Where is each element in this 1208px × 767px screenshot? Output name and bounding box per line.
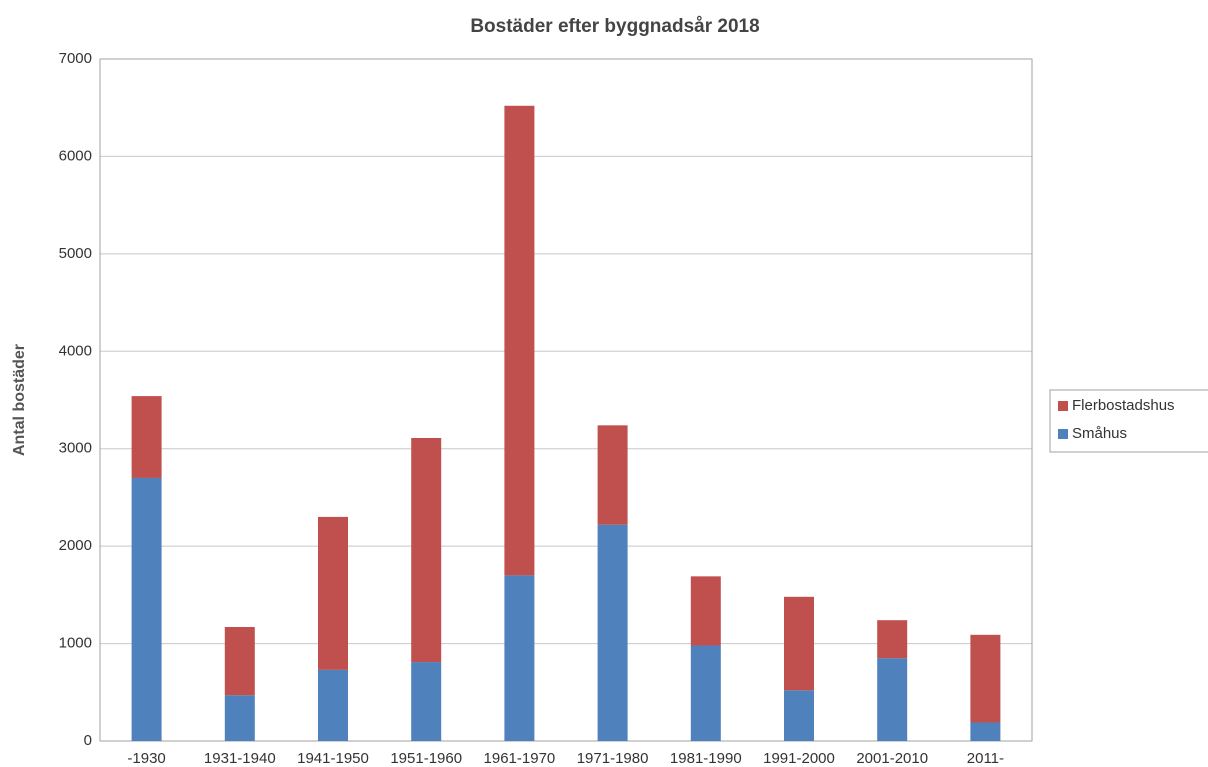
y-tick-label: 2000 — [59, 537, 92, 554]
legend-swatch — [1058, 401, 1068, 411]
y-tick-label: 7000 — [59, 50, 92, 67]
legend-box — [1049, 389, 1208, 453]
bar-segment — [784, 596, 814, 691]
x-tick-label: -1930 — [127, 750, 165, 767]
plot-border — [99, 58, 1033, 742]
y-tick-label: 1000 — [59, 635, 92, 652]
bar-segment — [970, 634, 1001, 723]
y-axis-title: Antal bostäder — [11, 344, 28, 456]
x-tick-label: 1951-1960 — [390, 750, 462, 767]
bar-segment — [877, 658, 908, 741]
bar-segment — [504, 105, 535, 576]
bar-segment — [877, 620, 908, 659]
x-tick-label: 1991-2000 — [763, 750, 835, 767]
bar-segment — [318, 516, 348, 670]
bar-segment — [318, 669, 348, 741]
legend-label: Småhus — [1072, 425, 1127, 442]
legend-swatch — [1058, 429, 1068, 439]
bar-segment — [504, 575, 535, 741]
y-tick-label: 6000 — [59, 147, 92, 164]
chart-title: Bostäder efter byggnadsår 2018 — [470, 16, 759, 37]
bar-segment — [411, 662, 442, 741]
bar-segment — [690, 645, 721, 741]
bar-segment — [131, 477, 162, 741]
y-tick-label: 5000 — [59, 245, 92, 262]
x-tick-label: 1971-1980 — [577, 750, 649, 767]
bar-segment — [224, 627, 255, 696]
bar-segment — [597, 524, 628, 741]
x-tick-label: 1931-1940 — [204, 750, 276, 767]
bar-segment — [411, 437, 442, 663]
bar-segment — [224, 695, 255, 741]
bar-segment — [970, 722, 1001, 741]
bar-segment — [690, 576, 721, 646]
y-tick-label: 4000 — [59, 342, 92, 359]
x-tick-label: 1961-1970 — [484, 750, 556, 767]
bar-segment — [784, 690, 814, 741]
y-tick-label: 3000 — [59, 440, 92, 457]
bar-segment — [131, 396, 162, 478]
x-tick-label: 2011- — [967, 750, 1004, 767]
x-tick-label: 1941-1950 — [297, 750, 369, 767]
y-tick-label: 0 — [84, 732, 92, 749]
legend-label: Flerbostadshus — [1072, 397, 1175, 414]
x-tick-label: 2001-2010 — [856, 750, 928, 767]
x-tick-label: 1981-1990 — [670, 750, 742, 767]
bar-segment — [597, 425, 628, 525]
